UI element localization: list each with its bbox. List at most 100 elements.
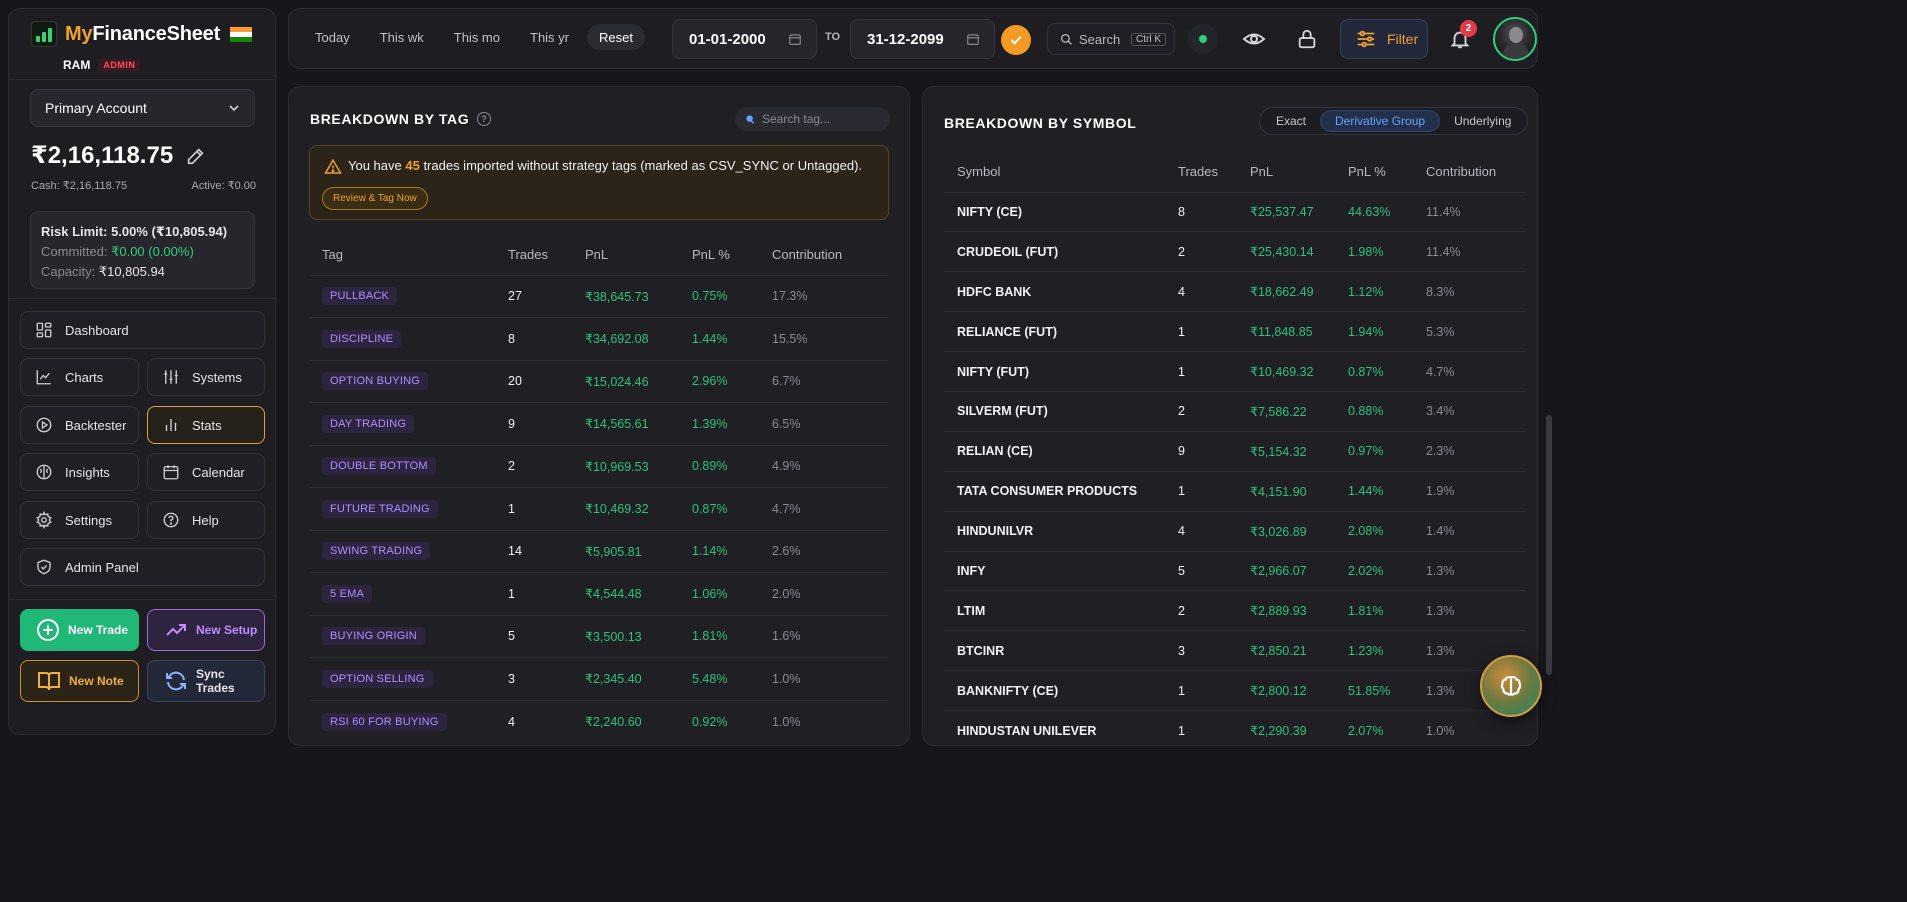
notifications-button[interactable]: 2 (1445, 20, 1477, 54)
table-row[interactable]: RSI 60 FOR BUYING 4 ₹2,240.60 0.92% 1.0% (310, 699, 888, 743)
review-tag-button[interactable]: Review & Tag Now (322, 187, 428, 210)
range-reset-button[interactable]: Reset (587, 24, 645, 50)
table-row[interactable]: OPTION BUYING 20 ₹15,024.46 2.96% 6.7% (310, 359, 888, 403)
tag-pill[interactable]: PULLBACK (322, 287, 398, 306)
table-row[interactable]: SILVERM (FUT) 2 ₹7,586.22 0.88% 3.4% (944, 390, 1525, 432)
range-this-month[interactable]: This mo (453, 29, 500, 45)
col-symbol[interactable]: Symbol (957, 164, 1001, 180)
sync-trades-button[interactable]: Sync Trades (147, 660, 265, 702)
apply-date-button[interactable] (1001, 25, 1031, 55)
table-row[interactable]: TATA CONSUMER PRODUCTS 1 ₹4,151.90 1.44% 1.9… (944, 470, 1525, 512)
table-row[interactable]: HDFC BANK 4 ₹18,662.49 1.12% 8.3% (944, 271, 1525, 312)
table-row[interactable]: RELIAN (CE) 9 ₹5,154.32 0.97% 2.3% (944, 430, 1525, 472)
table-row[interactable]: INFY 5 ₹2,966.07 2.02% 1.3% (944, 550, 1525, 591)
tag-pill[interactable]: BUYING ORIGIN (322, 627, 425, 646)
new-setup-button[interactable]: New Setup (147, 609, 265, 651)
table-row[interactable]: HINDUNILVR 4 ₹3,026.89 2.08% 1.4% (944, 510, 1525, 552)
col-pnl[interactable]: PnL (585, 247, 609, 263)
contribution-cell: 1.0% (772, 699, 888, 743)
col-pnl[interactable]: PnL (1250, 164, 1274, 180)
tag-pill[interactable]: DAY TRADING (322, 414, 415, 433)
nav-insights[interactable]: Insights (20, 453, 139, 491)
eye-icon (1242, 33, 1266, 45)
table-row[interactable]: DISCIPLINE 8 ₹34,692.08 1.44% 15.5% (310, 317, 888, 360)
brain-icon (1500, 675, 1522, 696)
mode-exact[interactable]: Exact (1276, 114, 1307, 128)
date-to-input[interactable]: 31-12-2099 (850, 19, 995, 59)
table-row[interactable]: DOUBLE BOTTOM 2 ₹10,969.53 0.89% 4.9% (310, 444, 888, 488)
nav-admin-panel[interactable]: Admin Panel (20, 548, 265, 586)
table-row[interactable]: RELIANCE (FUT) 1 ₹11,848.85 1.94% 5.3% (944, 311, 1525, 352)
table-row[interactable]: CRUDEOIL (FUT) 2 ₹25,430.14 1.98% 11.4% (944, 231, 1525, 272)
nav-calendar[interactable]: Calendar (147, 453, 265, 491)
col-trades[interactable]: Trades (508, 247, 548, 263)
new-trade-button[interactable]: New Trade (20, 609, 139, 651)
tag-search-input[interactable]: Search tag... (735, 107, 890, 131)
top-bar: Today This wk This mo This yr Reset 01-0… (288, 8, 1538, 69)
mode-underlying[interactable]: Underlying (1454, 114, 1512, 128)
tag-pill[interactable]: RSI 60 FOR BUYING (322, 712, 447, 731)
filter-button[interactable]: Filter (1340, 19, 1428, 59)
mode-derivative-group[interactable]: Derivative Group (1320, 110, 1441, 132)
avatar[interactable] (1493, 17, 1537, 61)
table-row[interactable]: PULLBACK 27 ₹38,645.73 0.75% 17.3% (310, 274, 888, 318)
nav-backtester[interactable]: Backtester (20, 406, 139, 444)
account-select[interactable]: Primary Account (30, 89, 255, 127)
date-from-input[interactable]: 01-01-2000 (672, 19, 817, 59)
help-icon[interactable]: ? (477, 112, 491, 126)
col-pnl-pct[interactable]: PnL % (1348, 164, 1386, 180)
table-row[interactable]: BUYING ORIGIN 5 ₹3,500.13 1.81% 1.6% (310, 614, 888, 658)
pnl-cell: ₹2,800.12 (1250, 670, 1348, 711)
ai-assistant-button[interactable] (1480, 655, 1542, 717)
range-today[interactable]: Today (315, 29, 350, 45)
tag-pill[interactable]: FUTURE TRADING (322, 499, 438, 518)
nav-stats[interactable]: Stats (147, 406, 265, 444)
contribution-cell: 6.7% (772, 359, 888, 403)
col-contribution[interactable]: Contribution (772, 247, 843, 263)
table-row[interactable]: HINDUSTAN UNILEVER 1 ₹2,290.39 2.07% 1.0% (944, 710, 1525, 745)
nav-systems[interactable]: Systems (147, 358, 265, 396)
brand-name: MyFinanceSheet (65, 22, 221, 45)
pnl-cell: ₹11,848.85 (1250, 311, 1348, 352)
tag-pill[interactable]: OPTION SELLING (322, 669, 433, 688)
tag-pill[interactable]: SWING TRADING (322, 542, 431, 561)
range-this-week[interactable]: This wk (379, 29, 424, 45)
nav-settings[interactable]: Settings (20, 501, 139, 539)
nav-dashboard[interactable]: Dashboard (20, 311, 265, 349)
new-note-button[interactable]: New Note (20, 660, 139, 702)
table-row[interactable]: BTCINR 3 ₹2,850.21 1.23% 1.3% (944, 630, 1525, 671)
nav-charts[interactable]: Charts (20, 358, 139, 396)
col-tag[interactable]: Tag (322, 247, 343, 263)
nav-help[interactable]: Help (147, 501, 265, 539)
risk-box: Risk Limit: 5.00% (₹10,805.94) Committed… (30, 211, 255, 289)
table-row[interactable]: SWING TRADING 14 ₹5,905.81 1.14% 2.6% (310, 529, 888, 573)
eye-toggle-button[interactable] (1239, 24, 1269, 54)
table-row[interactable]: FUTURE TRADING 1 ₹10,469.32 0.87% 4.7% (310, 487, 888, 530)
table-row[interactable]: NIFTY (CE) 8 ₹25,537.47 44.63% 11.4% (944, 191, 1525, 232)
sliders-icon (164, 370, 178, 384)
tag-pill[interactable]: OPTION BUYING (322, 372, 428, 391)
table-row[interactable]: NIFTY (FUT) 1 ₹10,469.32 0.87% 4.7% (944, 351, 1525, 392)
search-input[interactable]: Search Ctrl K (1047, 23, 1175, 55)
table-row[interactable]: DAY TRADING 9 ₹14,565.61 1.39% 6.5% (310, 402, 888, 445)
tag-pill[interactable]: DISCIPLINE (322, 329, 402, 348)
table-row[interactable]: 5 EMA 1 ₹4,544.48 1.06% 2.0% (310, 572, 888, 615)
col-pnl-pct[interactable]: PnL % (692, 247, 730, 263)
lock-button[interactable] (1292, 24, 1322, 54)
col-trades[interactable]: Trades (1178, 164, 1218, 180)
brand[interactable]: MyFinanceSheet (31, 21, 253, 47)
col-contribution[interactable]: Contribution (1426, 164, 1497, 180)
edit-pencil-icon[interactable] (185, 145, 207, 167)
table-row[interactable]: OPTION SELLING 3 ₹2,345.40 5.48% 1.0% (310, 657, 888, 700)
contribution-cell: 15.5% (772, 317, 888, 360)
tag-pill[interactable]: DOUBLE BOTTOM (322, 457, 436, 476)
page-scrollbar[interactable] (1546, 415, 1552, 675)
table-row[interactable]: LTIM 2 ₹2,889.93 1.81% 1.3% (944, 590, 1525, 631)
table-row[interactable]: BANKNIFTY (CE) 1 ₹2,800.12 51.85% 1.3% (944, 670, 1525, 711)
pnl-cell: ₹10,469.32 (1250, 351, 1348, 392)
range-this-year[interactable]: This yr (530, 29, 569, 45)
tag-pill[interactable]: 5 EMA (322, 584, 373, 603)
pnl-cell: ₹2,240.60 (585, 699, 692, 743)
pnl-pct-cell: 0.97% (1348, 430, 1426, 472)
search-placeholder: Search (1079, 31, 1121, 47)
